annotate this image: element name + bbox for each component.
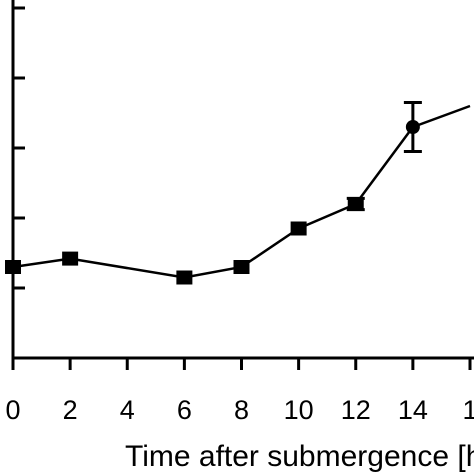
data-point [233, 260, 250, 274]
x-tick-label: 4 [120, 395, 135, 425]
x-tick-label: 6 [177, 395, 192, 425]
x-axis-label: Time after submergence [h [125, 440, 474, 473]
series-line [12, 104, 471, 279]
x-tick-label: 10 [284, 395, 314, 425]
data-point [290, 221, 307, 236]
data-point [5, 260, 21, 274]
x-tick-label: 8 [234, 395, 249, 425]
x-tick-label: 12 [341, 395, 371, 425]
data-point [405, 120, 420, 134]
chart-axes [11, 0, 474, 360]
data-series [5, 101, 471, 285]
x-tick-label: 14 [398, 395, 428, 425]
data-point [62, 251, 79, 266]
data-point [347, 197, 364, 211]
x-tick-label: 2 [63, 395, 78, 425]
x-tick-label: 1 [462, 395, 474, 425]
x-ticks: 0 2 4 6 8 10 12 14 1 [5, 358, 474, 425]
data-point [176, 270, 193, 285]
x-tick-label: 0 [5, 395, 20, 425]
